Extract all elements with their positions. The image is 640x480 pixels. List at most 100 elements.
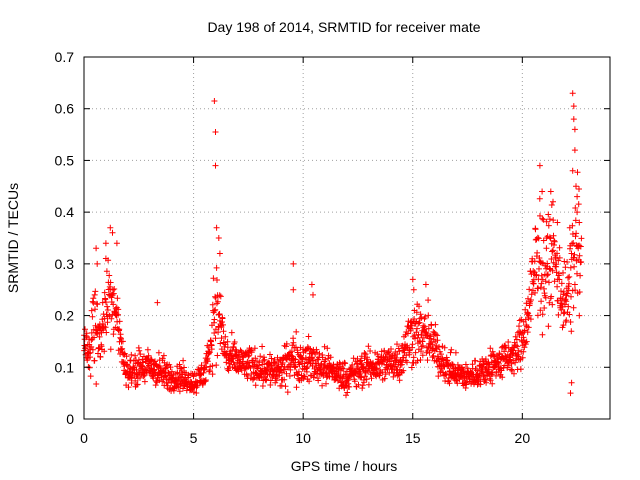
data-point: [144, 346, 151, 353]
data-point: [429, 354, 436, 361]
data-point: [290, 339, 297, 346]
data-point: [511, 370, 517, 377]
data-point: [508, 360, 515, 367]
data-point: [519, 354, 526, 361]
data-point: [463, 379, 470, 386]
data-point: [549, 301, 556, 308]
data-point: [118, 346, 125, 353]
data-point: [574, 270, 580, 277]
data-point: [101, 348, 108, 355]
data-point: [538, 259, 545, 266]
data-point: [92, 322, 99, 329]
data-point: [575, 201, 582, 208]
data-point: [257, 353, 264, 360]
data-point: [324, 345, 331, 352]
data-point: [327, 354, 334, 361]
data-point: [87, 373, 94, 380]
data-point: [570, 304, 577, 311]
data-point: [560, 288, 567, 295]
grid-layer: [84, 57, 610, 419]
data-point: [550, 217, 557, 224]
data-point: [82, 345, 89, 352]
data-point: [194, 382, 201, 389]
data-point: [525, 295, 531, 302]
data-point: [103, 268, 110, 275]
data-point: [539, 188, 546, 195]
data-point: [361, 379, 367, 386]
data-point: [101, 289, 108, 296]
data-point: [209, 362, 216, 369]
data-point: [523, 338, 530, 345]
data-point: [405, 330, 411, 337]
data-point: [340, 365, 347, 372]
data-point: [554, 219, 561, 226]
data-point: [569, 90, 576, 97]
data-point: [570, 240, 577, 246]
data-point: [418, 314, 425, 321]
data-point: [102, 240, 109, 247]
data-point: [104, 319, 111, 326]
y-tick-label: 0.7: [55, 49, 75, 65]
data-point: [538, 280, 545, 287]
data-point: [572, 205, 579, 211]
data-point: [365, 343, 372, 350]
data-point: [88, 307, 95, 314]
data-point: [535, 235, 542, 242]
data-point: [530, 276, 537, 283]
data-point: [508, 366, 515, 373]
data-point: [212, 129, 219, 135]
data-point: [145, 352, 152, 359]
data-point: [501, 348, 508, 355]
data-point: [292, 363, 299, 370]
data-point: [107, 346, 114, 353]
data-point: [577, 272, 584, 279]
data-point: [205, 350, 212, 357]
data-point: [527, 316, 534, 323]
data-point: [404, 359, 410, 366]
data-point: [558, 280, 565, 287]
data-point: [536, 255, 543, 261]
data-point: [259, 383, 266, 389]
data-point: [295, 368, 302, 375]
data-point: [567, 264, 574, 271]
data-point: [392, 363, 399, 370]
data-point: [106, 312, 113, 319]
data-point: [246, 352, 253, 359]
data-point: [540, 216, 547, 223]
data-point: [576, 186, 582, 192]
data-point: [544, 272, 550, 279]
data-point: [109, 229, 116, 236]
data-point: [225, 367, 232, 374]
data-point: [114, 295, 121, 302]
data-point: [381, 375, 388, 382]
data-point: [397, 358, 404, 365]
data-point: [425, 297, 432, 304]
data-point: [572, 233, 579, 240]
data-point: [412, 335, 418, 342]
data-point: [156, 377, 163, 384]
data-point: [478, 368, 485, 375]
data-point: [537, 284, 544, 291]
data-point: [160, 376, 167, 383]
data-point: [321, 343, 328, 350]
data-point: [368, 375, 375, 382]
data-point: [543, 245, 550, 252]
data-point: [216, 292, 223, 299]
data-point: [517, 366, 524, 373]
data-point: [108, 315, 115, 322]
data-point: [155, 349, 162, 356]
data-point: [568, 328, 575, 335]
data-point: [418, 343, 425, 350]
data-point: [176, 377, 183, 384]
data-point: [550, 259, 557, 266]
data-point: [550, 198, 556, 205]
data-point: [92, 288, 99, 295]
data-point: [513, 336, 520, 343]
data-point: [116, 318, 123, 325]
data-point: [415, 320, 422, 327]
data-point: [119, 345, 126, 352]
data-point: [128, 380, 135, 386]
data-point: [439, 356, 446, 363]
data-point: [545, 271, 551, 278]
